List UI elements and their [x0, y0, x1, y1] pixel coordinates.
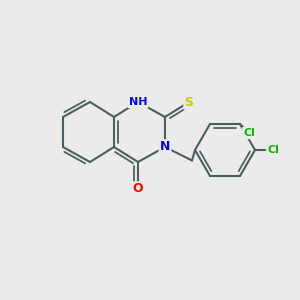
Text: NH: NH	[129, 97, 147, 107]
Text: N: N	[160, 140, 170, 154]
Text: O: O	[133, 182, 143, 196]
Text: Cl: Cl	[267, 145, 279, 155]
Text: Cl: Cl	[243, 128, 255, 138]
Text: S: S	[184, 95, 194, 109]
